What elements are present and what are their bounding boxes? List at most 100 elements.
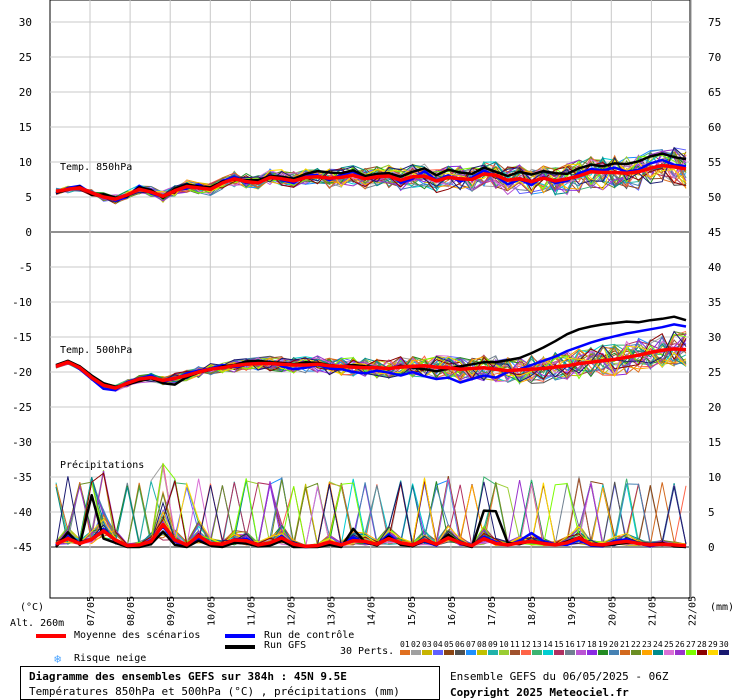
- mean-850-line: [55, 163, 687, 201]
- left-tick-label: -10: [12, 296, 32, 309]
- right-tick-label: 60: [708, 121, 721, 134]
- pert-color-swatch: [675, 650, 685, 655]
- pert-number: 03: [422, 640, 432, 649]
- right-tick-label: 35: [708, 296, 721, 309]
- pert-color-swatch: [719, 650, 729, 655]
- right-tick-label: 20: [708, 401, 721, 414]
- pert-number: 12: [521, 640, 531, 649]
- x-tick-label: 10/05: [206, 596, 217, 626]
- pert-number: 28: [697, 640, 707, 649]
- chart-title: Diagramme des ensembles GEFS sur 384h : …: [29, 670, 347, 683]
- left-tick-label: -30: [12, 436, 32, 449]
- left-tick-label: -35: [12, 471, 32, 484]
- left-tick-label: 5: [25, 191, 32, 204]
- left-tick-label: -25: [12, 401, 32, 414]
- panel-label-850: Temp. 850hPa: [60, 162, 132, 173]
- member-precip-line: [55, 477, 687, 547]
- pert-number: 14: [543, 640, 553, 649]
- left-tick-label: -40: [12, 506, 32, 519]
- pert-number: 10: [499, 640, 509, 649]
- pert-number: 22: [631, 640, 641, 649]
- pert-number: 24: [653, 640, 663, 649]
- pert-color-swatch: [653, 650, 663, 655]
- x-tick-label: 21/05: [647, 596, 658, 626]
- right-tick-label: 45: [708, 226, 721, 239]
- chart-subtitle: Températures 850hPa et 500hPa (°C) , pré…: [29, 685, 400, 698]
- pert-number: 04: [433, 640, 443, 649]
- pert-number: 01: [400, 640, 410, 649]
- pert-number: 06: [455, 640, 465, 649]
- pert-color-swatch: [686, 650, 696, 655]
- pert-number: 25: [664, 640, 674, 649]
- member-850-line: [55, 159, 687, 204]
- x-tick-label: 20/05: [607, 596, 618, 626]
- legend-control-swatch: [225, 634, 255, 638]
- pert-color-swatch: [631, 650, 641, 655]
- pert-color-swatch: [664, 650, 674, 655]
- pert-color-swatch: [433, 650, 443, 655]
- pert-color-swatch: [510, 650, 520, 655]
- pert-number: 05: [444, 640, 454, 649]
- right-tick-label: 30: [708, 331, 721, 344]
- panel-label-precip: Précipitations: [60, 459, 144, 471]
- right-tick-label: 55: [708, 156, 721, 169]
- right-tick-label: 5: [708, 506, 715, 519]
- pert-number: 30: [719, 640, 729, 649]
- pert-color-swatch: [576, 650, 586, 655]
- pert-number: 13: [532, 640, 542, 649]
- pert-number: 09: [488, 640, 498, 649]
- x-tick-label: 09/05: [166, 596, 177, 626]
- pert-number: 19: [598, 640, 608, 649]
- x-tick-label: 07/05: [86, 596, 97, 626]
- pert-color-swatch: [554, 650, 564, 655]
- pert-number: 15: [554, 640, 564, 649]
- pert-color-swatch: [455, 650, 465, 655]
- right-tick-label: 15: [708, 436, 721, 449]
- pert-color-swatch: [642, 650, 652, 655]
- x-tick-label: 08/05: [126, 596, 137, 626]
- pert-color-swatch: [488, 650, 498, 655]
- right-tick-label: 40: [708, 261, 721, 274]
- left-unit-label: (°C): [20, 602, 44, 613]
- right-tick-label: 70: [708, 51, 721, 64]
- left-tick-label: 15: [19, 121, 32, 134]
- x-tick-label: 19/05: [567, 596, 578, 626]
- pert-color-swatch: [521, 650, 531, 655]
- pert-color-swatch: [444, 650, 454, 655]
- pert-number: 02: [411, 640, 421, 649]
- pert-color-swatch: [543, 650, 553, 655]
- x-tick-label: 15/05: [407, 596, 418, 626]
- pert-number: 08: [477, 640, 487, 649]
- right-tick-label: 10: [708, 471, 721, 484]
- pert-number: 26: [675, 640, 685, 649]
- right-unit-label: (mm): [710, 602, 734, 613]
- pert-number: 07: [466, 640, 476, 649]
- pert-number: 17: [576, 640, 586, 649]
- left-tick-label: -45: [12, 541, 32, 554]
- pert-number: 11: [510, 640, 520, 649]
- pert-color-swatch: [499, 650, 509, 655]
- legend-mean-label: Moyenne des scénarios: [74, 630, 201, 641]
- pert-color-swatch: [587, 650, 597, 655]
- x-tick-label: 17/05: [487, 596, 498, 626]
- pert-color-swatch: [466, 650, 476, 655]
- pert-color-swatch: [477, 650, 487, 655]
- left-tick-label: 25: [19, 51, 32, 64]
- pert-color-swatch: [565, 650, 575, 655]
- snowflake-icon: ❄: [54, 652, 62, 666]
- pert-number: 29: [708, 640, 718, 649]
- x-tick-label: 22/05: [688, 596, 699, 626]
- altitude-label: Alt. 260m: [10, 618, 64, 629]
- x-tick-label: 13/05: [327, 596, 338, 626]
- legend-snow-label: Risque neige: [74, 653, 147, 664]
- pert-number: 27: [686, 640, 696, 649]
- right-tick-label: 0: [708, 541, 715, 554]
- run-info: Ensemble GEFS du 06/05/2025 - 06Z: [450, 670, 669, 683]
- pert-color-swatch: [697, 650, 707, 655]
- pert-color-swatch: [532, 650, 542, 655]
- pert-number: 23: [642, 640, 652, 649]
- pert-number: 21: [620, 640, 630, 649]
- mean-precip-line: [55, 522, 687, 549]
- x-tick-label: 11/05: [246, 596, 257, 626]
